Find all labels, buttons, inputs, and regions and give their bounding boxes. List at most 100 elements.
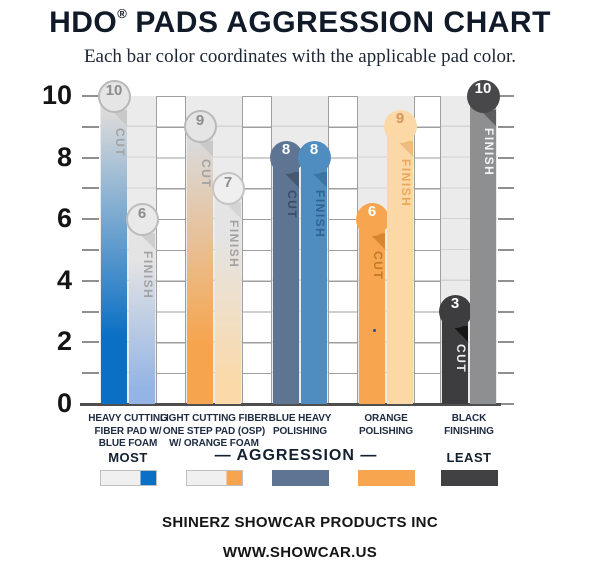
bar-value-badge: 10	[97, 79, 131, 113]
pad-name-label: HEAVY CUTTING FIBER PAD W/BLUE FOAM	[73, 413, 183, 451]
axis-tick-right	[498, 249, 514, 251]
legend-swatch	[272, 470, 329, 486]
legend-most-label: MOST	[108, 450, 148, 465]
page-title: HDO® PADS AGGRESSION CHART	[0, 6, 600, 40]
pad-name-label: LIGHT CUTTING FIBER ONE STEP PAD (OSP) W/ …	[159, 413, 269, 451]
axis-tick-right	[498, 218, 514, 221]
bar-finish	[215, 188, 241, 404]
page-subtitle: Each bar color coordinates with the appl…	[83, 46, 517, 67]
pad-name-line: ONE STEP PAD (OSP)	[162, 425, 266, 437]
stray-dot-artifact	[373, 329, 376, 332]
axis-tick-left	[82, 310, 99, 313]
legend-swatch	[441, 470, 498, 486]
footer-company: SHINERZ SHOWCAR PRODUCTS INC	[162, 514, 438, 531]
legend-swatch	[358, 470, 415, 486]
axis-tick-right	[498, 156, 514, 159]
bar-value: 8	[309, 141, 319, 159]
axis-tick-left	[82, 156, 99, 159]
bar-value-badge: 9	[383, 110, 417, 144]
bar-value-badge: 6	[125, 202, 159, 236]
y-axis-label: 4	[56, 264, 72, 295]
y-axis-label: 8	[56, 141, 72, 172]
axis-tick-left	[82, 372, 99, 375]
y-axis-label: 10	[41, 80, 72, 110]
bar-value-badge: 8	[297, 141, 331, 175]
x-axis-baseline	[80, 403, 501, 406]
pad-name-line: W/ ORANGE FOAM	[169, 438, 259, 449]
bar-value: 10	[105, 81, 123, 99]
bar-value-badge: 3	[438, 295, 472, 329]
axis-tick-right	[498, 310, 514, 313]
brand-name: HDO	[49, 6, 118, 39]
bar-cut	[101, 96, 127, 404]
y-axis-label: 2	[56, 326, 72, 357]
grid-ladder	[414, 96, 441, 404]
pad-name-line: POLISHING	[358, 425, 414, 437]
bar-series-label: FINISH	[313, 189, 327, 238]
legend-aggression-label: — AGGRESSION —	[214, 447, 378, 464]
bar-value: 9	[195, 112, 205, 130]
bar-value-badge: 6	[355, 202, 389, 236]
bar-finish	[387, 110, 413, 404]
axis-tick-right	[498, 341, 514, 344]
pad-name-label: BLACK FINISHING	[414, 413, 524, 438]
bar-cut	[273, 141, 299, 404]
axis-tick-right	[498, 125, 514, 128]
grid-ladder	[328, 96, 358, 404]
bar-finish	[301, 141, 327, 404]
bar-value: 8	[281, 141, 291, 159]
bar-value: 6	[367, 202, 377, 220]
pad-name-line: FINISHING	[444, 425, 494, 437]
bar-finish	[129, 219, 155, 404]
axis-tick-right	[498, 279, 514, 282]
bar-series-label: CUT	[371, 251, 385, 281]
axis-tick-left	[82, 341, 99, 344]
bar-value-badge: 10	[466, 79, 500, 113]
y-axis-label: 0	[56, 388, 72, 418]
bar-value: 10	[474, 79, 492, 97]
legend-swatch	[186, 470, 243, 486]
y-axis-label: 6	[56, 203, 72, 234]
pad-name-line: HEAVY CUTTING	[88, 413, 168, 424]
axis-tick-left	[82, 187, 99, 190]
bar-value: 9	[395, 110, 405, 128]
pad-name-label: BLUE HEAVY POLISHING	[245, 413, 355, 438]
pad-name-line: BLUE FOAM	[98, 438, 158, 449]
footer-website: WWW.SHOWCAR.US	[222, 544, 378, 561]
axis-tick-left	[82, 279, 99, 282]
pad-name-line: ORANGE	[364, 413, 408, 424]
bar-cut	[187, 126, 213, 404]
pad-name-line: FIBER PAD W/	[94, 425, 162, 437]
grid-ladder	[242, 96, 272, 404]
axis-tick-right	[498, 372, 514, 375]
bar-value-badge: 8	[269, 141, 303, 175]
legend-swatch	[100, 470, 157, 486]
axis-tick-right	[498, 95, 514, 97]
bar-value: 6	[137, 204, 147, 222]
axis-tick-left	[82, 95, 99, 97]
bar-series-label: CUT	[113, 128, 127, 158]
bar-series-label: FINISH	[227, 220, 241, 269]
pad-name-line: BLACK	[451, 413, 487, 424]
axis-tick-right	[498, 187, 514, 190]
axis-tick-left	[82, 249, 99, 251]
pad-name-label: ORANGE POLISHING	[331, 413, 441, 438]
title-rest: PADS AGGRESSION CHART	[135, 6, 551, 39]
bar-value-badge: 7	[211, 171, 245, 205]
bar-value: 3	[450, 295, 460, 313]
bar-series-label: CUT	[199, 158, 213, 188]
legend-least-label: LEAST	[446, 450, 492, 465]
bar-value: 7	[223, 173, 233, 191]
axis-tick-right	[498, 403, 514, 405]
bar-finish	[470, 80, 496, 404]
bar-series-label: FINISH	[482, 128, 496, 177]
axis-tick-left	[82, 125, 99, 128]
bar-series-label: CUT	[285, 189, 299, 219]
grid-ladder	[156, 96, 186, 404]
pad-name-line: BLUE HEAVY	[268, 413, 332, 424]
bar-value-badge: 9	[183, 110, 217, 144]
bar-series-label: FINISH	[399, 158, 413, 208]
pad-name-line: LIGHT CUTTING FIBER	[159, 413, 269, 424]
